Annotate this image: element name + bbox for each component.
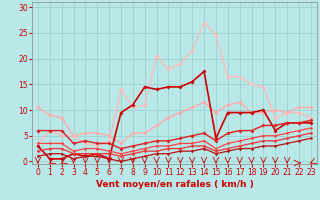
X-axis label: Vent moyen/en rafales ( km/h ): Vent moyen/en rafales ( km/h ): [96, 180, 253, 189]
